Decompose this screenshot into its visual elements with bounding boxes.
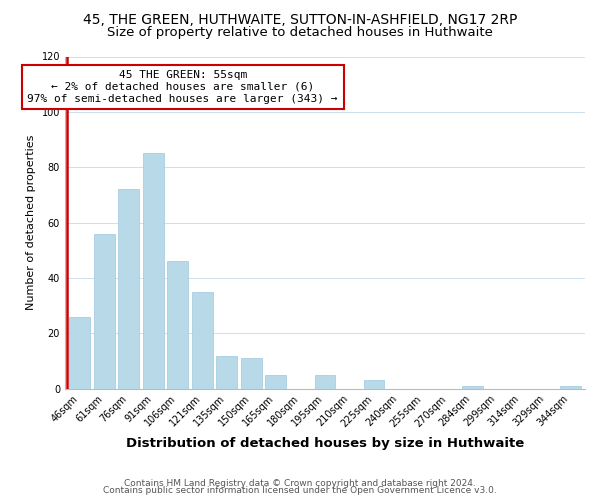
- Bar: [143, 154, 164, 389]
- Bar: [462, 386, 482, 389]
- X-axis label: Distribution of detached houses by size in Huthwaite: Distribution of detached houses by size …: [126, 437, 524, 450]
- Bar: [217, 356, 237, 389]
- Bar: [167, 262, 188, 389]
- Bar: [364, 380, 385, 389]
- Y-axis label: Number of detached properties: Number of detached properties: [26, 135, 36, 310]
- Text: 45 THE GREEN: 55sqm
← 2% of detached houses are smaller (6)
97% of semi-detached: 45 THE GREEN: 55sqm ← 2% of detached hou…: [28, 70, 338, 104]
- Text: 45, THE GREEN, HUTHWAITE, SUTTON-IN-ASHFIELD, NG17 2RP: 45, THE GREEN, HUTHWAITE, SUTTON-IN-ASHF…: [83, 12, 517, 26]
- Bar: [560, 386, 581, 389]
- Text: Contains public sector information licensed under the Open Government Licence v3: Contains public sector information licen…: [103, 486, 497, 495]
- Bar: [118, 190, 139, 389]
- Bar: [94, 234, 115, 389]
- Bar: [314, 375, 335, 389]
- Text: Size of property relative to detached houses in Huthwaite: Size of property relative to detached ho…: [107, 26, 493, 39]
- Bar: [265, 375, 286, 389]
- Text: Contains HM Land Registry data © Crown copyright and database right 2024.: Contains HM Land Registry data © Crown c…: [124, 478, 476, 488]
- Bar: [192, 292, 213, 389]
- Bar: [69, 317, 90, 389]
- Bar: [241, 358, 262, 389]
